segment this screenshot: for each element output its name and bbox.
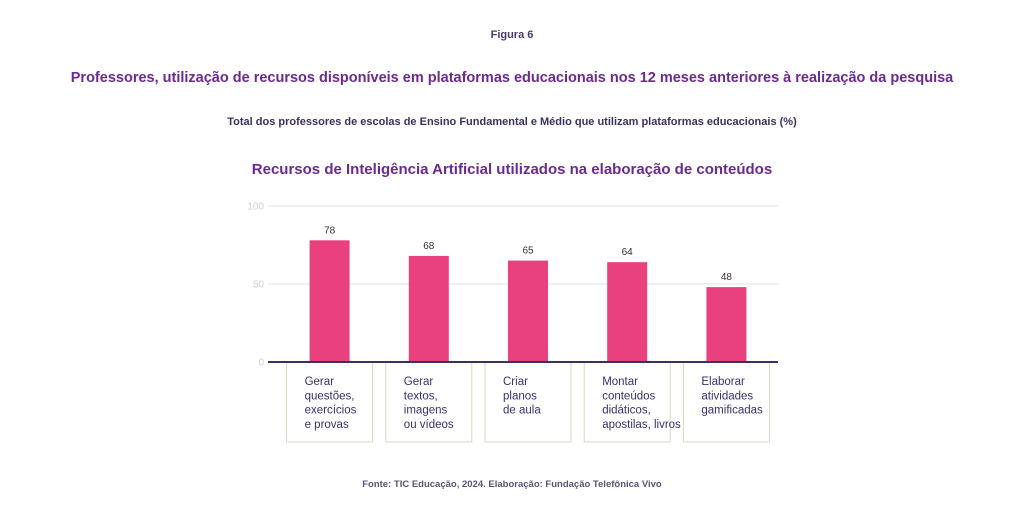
y-tick-label: 100 — [247, 202, 264, 213]
category-label-line: Gerar — [305, 376, 335, 388]
bar — [508, 260, 548, 362]
category-label-line: exercícios — [305, 405, 357, 417]
category-label-line: e provas — [305, 419, 349, 431]
bar — [309, 240, 350, 362]
bar — [607, 262, 648, 362]
bar-value-label: 65 — [522, 246, 534, 257]
category-label-line: ou vídeos — [404, 419, 454, 431]
category-label-line: Criar — [503, 376, 528, 388]
chart-title: Recursos de Inteligência Artificial util… — [251, 161, 773, 178]
category-label-line: atividades — [701, 390, 753, 402]
bar-value-label: 64 — [622, 247, 634, 258]
bar — [408, 255, 449, 362]
source-note: Fonte: TIC Educação, 2024. Elaboração: F… — [362, 479, 662, 490]
category-label-line: didáticos, — [602, 405, 651, 417]
category-label-line: planos — [503, 390, 537, 402]
bar-value-label: 48 — [721, 272, 733, 283]
category-label-line: Montar — [602, 376, 638, 388]
y-tick-label: 50 — [253, 280, 265, 291]
main-title: Professores, utilização de recursos disp… — [70, 70, 954, 86]
category-label-line: apostilas, livros — [602, 419, 681, 431]
category-label-line: textos, — [404, 390, 438, 402]
category-label-line: questões, — [305, 390, 355, 402]
category-label-line: de aula — [503, 405, 541, 417]
category-label-line: imagens — [404, 405, 448, 417]
figure-label: Figura 6 — [490, 29, 534, 41]
category-label-line: conteúdos — [602, 390, 655, 402]
y-tick-label: 0 — [258, 358, 264, 369]
bar-value-label: 78 — [324, 225, 336, 236]
subtitle: Total dos professores de escolas de Ensi… — [227, 116, 797, 128]
category-label-line: Elaborar — [701, 376, 745, 388]
category-label-line: Gerar — [404, 376, 434, 388]
category-label-line: gamificadas — [701, 405, 763, 417]
bar — [706, 287, 747, 362]
bar-value-label: 68 — [423, 241, 435, 252]
